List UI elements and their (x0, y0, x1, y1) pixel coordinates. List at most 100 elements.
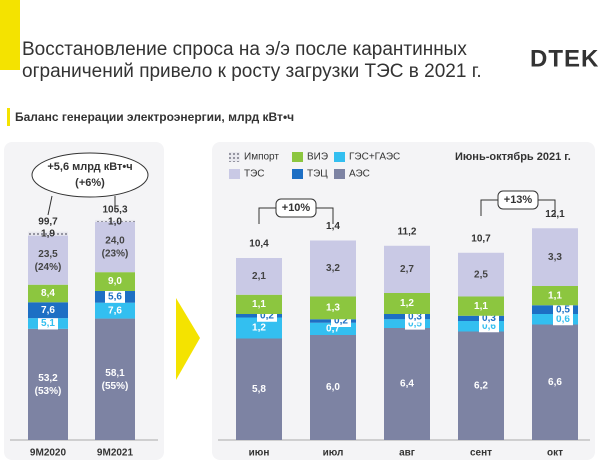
bar-segment (95, 222, 135, 273)
bar-segment (384, 293, 430, 314)
value-label: 7,6 (108, 305, 122, 316)
x-tick-label: авг (399, 448, 415, 459)
bar-segment (236, 317, 282, 339)
title: Восстановление спроса на э/э после каран… (22, 39, 467, 60)
value-label: 3,2 (326, 263, 340, 274)
bar-segment (458, 296, 504, 316)
bar-segment (95, 272, 135, 291)
value-label: 0,3 (482, 313, 496, 324)
bar-segment (95, 302, 135, 319)
x-tick-label: 9M2020 (30, 448, 67, 459)
bar-segment (458, 252, 504, 297)
legend-label: АЭС (349, 169, 370, 180)
value-label: 0,3 (408, 311, 422, 322)
legend-swatch (292, 169, 303, 179)
chart-subtitle: Июнь-октябрь 2021 г. (455, 151, 571, 163)
bar-segment (28, 302, 68, 319)
bar-segment (310, 296, 356, 320)
bar-segment (28, 284, 68, 303)
legend-swatch (334, 169, 345, 179)
value-label: 1,2 (252, 323, 266, 334)
x-tick-label: июн (249, 448, 270, 459)
accent (0, 0, 20, 70)
value-label: 1,9 (41, 228, 55, 239)
value-label: 0,6 (556, 314, 570, 325)
annotation: +13% (504, 194, 533, 206)
legend-swatch (292, 152, 303, 162)
annotation-ellipse (31, 152, 149, 198)
value-label: 2,1 (252, 271, 266, 282)
value-label: 8,4 (41, 288, 55, 299)
title: ограничений привело к росту загрузки ТЭС… (22, 61, 482, 82)
value-label: 58,1 (105, 368, 125, 379)
value-label: 1,0 (108, 217, 122, 228)
value-label: 7,6 (41, 305, 55, 316)
value-label: 6,2 (474, 380, 488, 391)
value-label: 0,5 (556, 304, 570, 315)
logo: DTEK (530, 45, 598, 72)
total-label: 11,2 (398, 226, 417, 237)
legend-label: ГЭС+ГАЭС (349, 152, 400, 163)
bar-segment (28, 235, 68, 285)
value-label: 5,6 (108, 291, 122, 302)
annotation: +10% (282, 202, 311, 214)
arrow (176, 298, 200, 380)
annotation-box (275, 198, 317, 218)
x-tick-label: июл (323, 448, 344, 459)
bar-segment (95, 219, 135, 223)
total-label: 1,4 (326, 221, 340, 232)
bar-segment (384, 245, 430, 293)
value-label: 2,7 (400, 264, 414, 275)
label-box (38, 317, 58, 330)
x-tick-label: окт (547, 448, 563, 459)
annotation: (+6%) (75, 177, 105, 189)
share-label: (24%) (35, 262, 62, 273)
value-label: 24,0 (105, 236, 125, 247)
bar-segment (458, 331, 504, 440)
legend-swatch (229, 169, 240, 179)
value-label: 1,1 (548, 290, 562, 301)
bar-segment (28, 231, 68, 236)
legend-label: ТЭЦ (307, 169, 328, 180)
total-label: 10,4 (249, 239, 269, 250)
bar-segment (310, 335, 356, 440)
bar-segment (236, 338, 282, 440)
total-label: 10,7 (471, 233, 491, 244)
x-tick-label: 9M2021 (97, 448, 134, 459)
bar-segment (532, 286, 578, 306)
label-box (105, 290, 125, 303)
value-label: 0,5 (408, 318, 422, 329)
legend-swatch (334, 152, 345, 162)
x-tick-label: сент (470, 448, 492, 459)
annotation-arrow (47, 195, 53, 216)
accent (7, 108, 10, 126)
label-box (553, 303, 573, 316)
value-label: 1,1 (252, 299, 266, 310)
legend-label: ТЭС (244, 169, 265, 180)
value-label: 1,3 (326, 303, 340, 314)
bar-segment (95, 318, 135, 440)
value-label: 1,2 (400, 298, 414, 309)
total-label: 99,7 (38, 216, 58, 227)
share-label: (23%) (102, 249, 129, 260)
share-label: (53%) (35, 386, 62, 397)
value-label: 0,7 (326, 324, 340, 335)
value-label: 6,0 (326, 382, 340, 393)
annotation-box (497, 190, 539, 210)
value-label: 5,8 (252, 384, 266, 395)
bar-segment (236, 294, 282, 314)
value-label: 5,1 (41, 318, 55, 329)
value-label: 1,1 (474, 301, 488, 312)
bar-segment (310, 240, 356, 297)
value-label: 9,0 (108, 276, 122, 287)
bar-segment (532, 228, 578, 286)
value-label: 0,2 (334, 316, 348, 327)
annotation: +5,6 млрд кВт•ч (47, 161, 132, 173)
share-label: (55%) (102, 381, 129, 392)
subtitle: Баланс генерации электроэнергии, млрд кВ… (15, 110, 294, 124)
bar-segment (532, 324, 578, 440)
label-box (553, 313, 573, 326)
value-label: 23,5 (38, 249, 58, 260)
value-label: 3,3 (548, 252, 562, 263)
